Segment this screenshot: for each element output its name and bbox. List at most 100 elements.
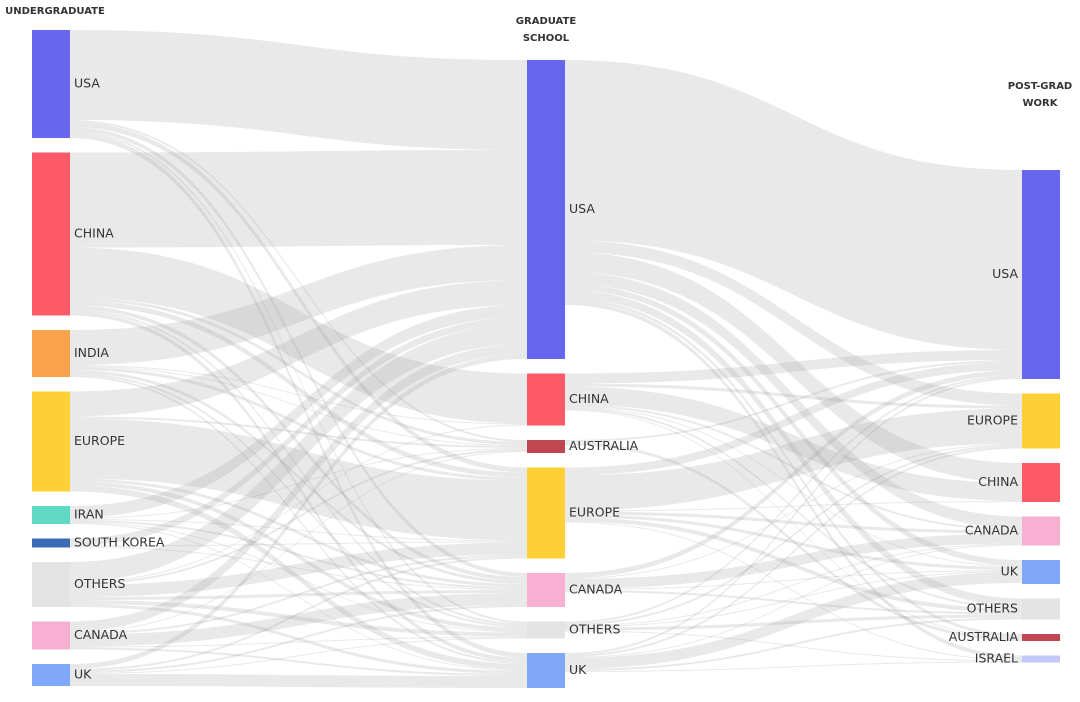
- flow: [70, 127, 527, 577]
- flow: [70, 247, 527, 424]
- flow: [70, 485, 527, 670]
- column-title: POST-GRAD WORK: [1007, 81, 1073, 109]
- node: [1022, 393, 1060, 449]
- node-label: CANADA: [74, 627, 128, 642]
- column-title: UNDERGRADUATE: [5, 6, 105, 17]
- flow: [565, 543, 1022, 627]
- flow: [70, 636, 527, 648]
- node: [32, 30, 70, 138]
- node-label: ISRAEL: [975, 651, 1018, 666]
- node: [32, 621, 70, 650]
- flow: [565, 521, 1022, 661]
- node-label: USA: [74, 76, 100, 91]
- node-label: CHINA: [569, 391, 609, 406]
- flow: [70, 424, 527, 583]
- flow: [70, 131, 527, 624]
- flow: [70, 556, 527, 671]
- flow: [565, 630, 1022, 662]
- flow: [565, 404, 1022, 531]
- node: [1022, 634, 1060, 641]
- node: [527, 440, 565, 453]
- node: [527, 573, 565, 607]
- column-title: GRADUATE SCHOOL: [515, 16, 577, 44]
- flow: [70, 481, 527, 632]
- flow: [70, 604, 527, 674]
- flow: [70, 311, 527, 662]
- flow: [565, 446, 1022, 657]
- flow: [70, 523, 527, 671]
- node: [32, 664, 70, 686]
- node-label: AUSTRALIA: [949, 629, 1019, 644]
- flow: [70, 317, 527, 546]
- node-label: IRAN: [74, 507, 104, 522]
- node-label: UK: [74, 667, 92, 682]
- flow: [565, 370, 1022, 578]
- flow: [70, 593, 527, 647]
- flow: [70, 520, 527, 589]
- flow: [70, 674, 527, 688]
- flow: [565, 406, 1022, 567]
- flow: [565, 60, 1022, 350]
- flow: [565, 517, 1022, 613]
- flow: [70, 365, 527, 425]
- flow: [565, 360, 1022, 442]
- node: [1022, 598, 1060, 620]
- flow: [565, 617, 1022, 671]
- flow: [70, 554, 527, 635]
- flow: [70, 637, 527, 674]
- flow: [70, 600, 527, 637]
- node-label: OTHERS: [74, 576, 125, 591]
- node: [1022, 560, 1060, 584]
- flow: [565, 290, 1022, 607]
- flow: [565, 375, 1022, 624]
- nodes: USA CHINA INDIA EUROPE IRAN SOUTH KOREA OTHERS…: [32, 30, 1060, 688]
- node: [1022, 170, 1060, 379]
- node-label: UK: [569, 662, 587, 677]
- flow: [70, 449, 527, 585]
- flow: [70, 305, 527, 581]
- node: [32, 391, 70, 492]
- flow: [565, 570, 1022, 590]
- flow: [565, 298, 1022, 637]
- flow: [565, 350, 1022, 384]
- node: [527, 60, 565, 359]
- flow: [565, 442, 1022, 641]
- node-label: USA: [992, 266, 1018, 281]
- flow: [70, 546, 527, 590]
- flow: [70, 122, 527, 473]
- flow: [565, 252, 1022, 483]
- flow: [565, 240, 1022, 406]
- node-label: SOUTH KOREA: [74, 535, 165, 550]
- flow: [70, 590, 527, 600]
- flow: [70, 418, 527, 541]
- flow: [70, 541, 527, 547]
- node: [32, 538, 70, 548]
- flow: [565, 272, 1022, 529]
- node-label: AUSTRALIA: [569, 438, 639, 453]
- flow: [565, 661, 1022, 672]
- flow: [565, 572, 1022, 669]
- links: [70, 30, 1022, 688]
- node: [32, 152, 70, 316]
- flow: [70, 309, 527, 626]
- node-label: CHINA: [74, 226, 114, 241]
- flow: [70, 451, 527, 633]
- flow: [70, 133, 527, 658]
- flow: [70, 373, 527, 628]
- node-label: EUROPE: [967, 413, 1018, 428]
- node: [527, 621, 565, 639]
- flow: [565, 571, 1022, 628]
- node-label: CANADA: [569, 582, 623, 597]
- flow: [565, 408, 1022, 511]
- node: [32, 330, 70, 377]
- flow: [70, 522, 527, 633]
- flow: [70, 478, 527, 587]
- node: [1022, 516, 1060, 546]
- flow: [70, 542, 527, 597]
- node: [1022, 655, 1060, 663]
- flow: [70, 367, 527, 481]
- flow: [565, 614, 1022, 631]
- flow: [565, 362, 1022, 476]
- node-label: CHINA: [978, 474, 1018, 489]
